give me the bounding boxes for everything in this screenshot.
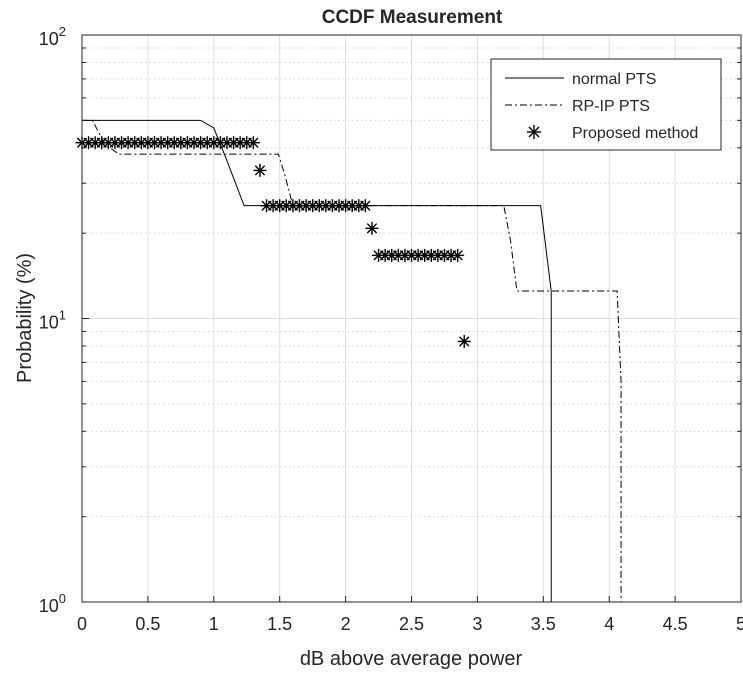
legend-label-normal-pts: normal PTS [572, 71, 656, 88]
legend: normal PTS RP-IP PTS Proposed method [490, 58, 722, 151]
x-tick-label: 2.5 [399, 614, 424, 634]
axis-ticks: 0 0.5 1 1.5 2 2.5 3 3.5 4 4.5 5 100 101 102 [39, 24, 743, 634]
x-tick-label: 4.5 [663, 614, 688, 634]
plot-series [75, 119, 622, 602]
x-tick-label: 2 [341, 614, 351, 634]
legend-label-proposed-method: Proposed method [572, 125, 698, 142]
x-tick-label: 1 [209, 614, 219, 634]
y-tick-label: 100 [39, 591, 66, 616]
point-proposed-method [457, 334, 471, 348]
legend-marker-proposed-method [527, 125, 541, 139]
x-tick-label: 4 [604, 614, 614, 634]
legend-star-marker [527, 125, 541, 139]
x-tick-label: 0.5 [135, 614, 160, 634]
x-tick-label: 1.5 [267, 614, 292, 634]
legend-label-rp-ip-pts: RP-IP PTS [572, 98, 650, 115]
y-tick-label: 102 [39, 24, 66, 49]
x-tick-label: 5 [736, 614, 743, 634]
point-proposed-method [451, 248, 465, 262]
chart-title: CCDF Measurement [322, 7, 503, 28]
x-tick-label: 3.5 [531, 614, 556, 634]
point-proposed-method [253, 163, 267, 177]
y-axis-label: Probability (%) [14, 253, 36, 383]
y-tick-label: 101 [39, 308, 66, 333]
legend-box [490, 58, 722, 151]
point-proposed-method [358, 199, 372, 213]
x-axis-label: dB above average power [300, 648, 523, 670]
point-proposed-method [246, 136, 260, 150]
x-tick-label: 3 [472, 614, 482, 634]
x-tick-label: 0 [77, 614, 87, 634]
point-proposed-method [365, 221, 379, 235]
